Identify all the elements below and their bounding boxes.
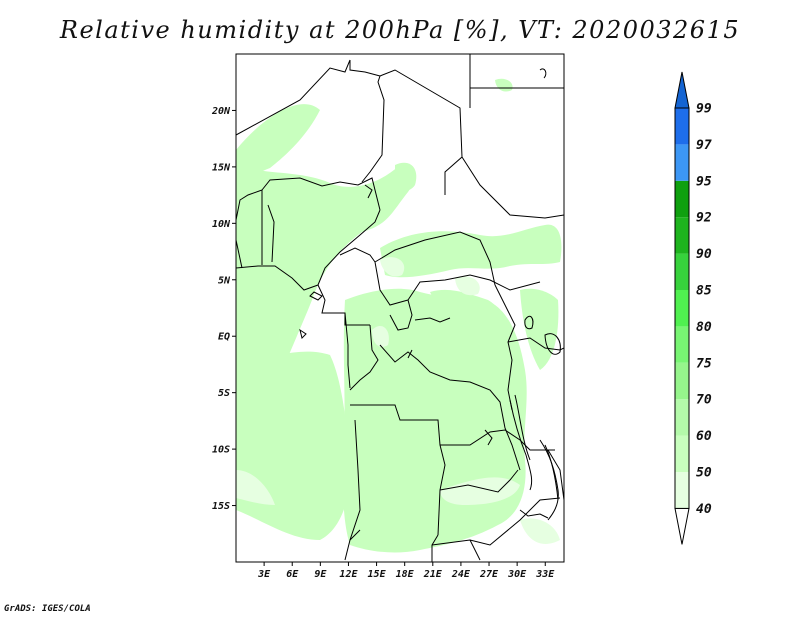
- credit-text: GrADS: IGES/COLA: [4, 604, 91, 614]
- page-title: Relative humidity at 200hPa [%], VT: 202…: [59, 16, 741, 44]
- colorbar-segment: [675, 472, 689, 509]
- colorbar-segment: [675, 253, 689, 290]
- colorbar-label: 80: [696, 320, 712, 335]
- colorbar-segment: [675, 180, 689, 218]
- colorbar-label: 95: [696, 174, 712, 189]
- lat-tick-label: 5S: [218, 388, 230, 399]
- country-borders: [236, 54, 564, 562]
- colorbar-label: 90: [696, 247, 712, 262]
- colorbar-label: 92: [696, 211, 712, 226]
- lon-tick-label: 3E: [257, 569, 271, 580]
- lon-tick-label: 33E: [535, 569, 555, 580]
- lon-tick-label: 24E: [451, 569, 471, 580]
- lon-tick-label: 27E: [479, 569, 499, 580]
- humidity-shading: [236, 78, 562, 553]
- colorbar-label: 60: [696, 429, 712, 444]
- colorbar-legend: 40 50 60 70 75 80 85 90 92 95 97 99: [674, 71, 712, 545]
- map-frame: [235, 53, 565, 563]
- lat-tick-label: 10S: [212, 445, 230, 456]
- lon-tick-label: 6E: [286, 569, 299, 580]
- latitude-axis: 20N 15N 10N 5N EQ 5S 10S 15S: [211, 106, 236, 512]
- lat-tick-label: 5N: [218, 275, 231, 286]
- lon-tick-label: 21E: [423, 569, 443, 580]
- colorbar-over-triangle: [674, 71, 690, 109]
- colorbar-segment: [675, 326, 689, 363]
- lon-tick-label: 12E: [339, 569, 358, 580]
- lat-tick-label: 15N: [212, 162, 231, 173]
- lat-tick-label: 15S: [212, 501, 230, 512]
- colorbar-label: 50: [696, 466, 712, 481]
- lat-tick-label: 20N: [211, 106, 231, 117]
- lon-tick-label: 18E: [396, 569, 415, 580]
- lat-tick-label: EQ: [218, 332, 230, 343]
- longitude-axis: 3E 6E 9E 12E 15E 18E 21E 24E 27E 30E 33E: [257, 562, 555, 580]
- colorbar-segment: [675, 144, 689, 181]
- lat-tick-label: 10N: [212, 219, 231, 230]
- colorbar-segment: [675, 108, 689, 145]
- colorbar-label: 40: [696, 502, 712, 517]
- lon-tick-label: 9E: [314, 569, 327, 580]
- colorbar-label: 75: [696, 356, 712, 371]
- colorbar-label: 97: [696, 138, 712, 153]
- lon-tick-label: 30E: [507, 569, 527, 580]
- lon-tick-label: 15E: [368, 569, 387, 580]
- colorbar-label: 85: [696, 284, 712, 299]
- colorbar-label: 70: [696, 393, 712, 408]
- colorbar-segment: [675, 217, 689, 254]
- colorbar-label: 99: [696, 102, 712, 117]
- colorbar-segment: [675, 435, 689, 472]
- colorbar-segment: [675, 399, 689, 436]
- colorbar-outline: [674, 107, 690, 509]
- colorbar-segment: [675, 290, 689, 327]
- colorbar-under-triangle: [674, 507, 690, 545]
- colorbar-segment: [675, 362, 689, 400]
